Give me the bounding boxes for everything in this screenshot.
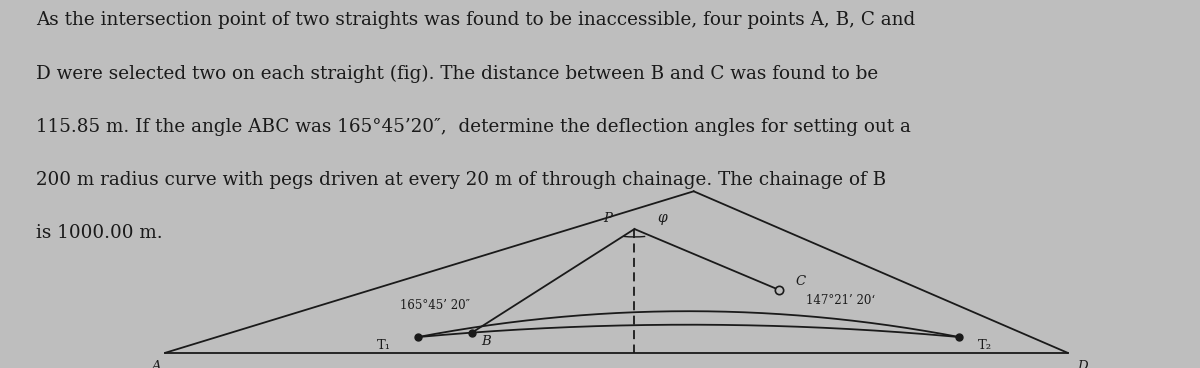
Text: φ: φ xyxy=(658,210,667,224)
Text: 147°21’ 20‘: 147°21’ 20‘ xyxy=(806,294,875,307)
Text: D: D xyxy=(1076,360,1087,368)
Text: C: C xyxy=(796,275,805,287)
Text: T₂: T₂ xyxy=(978,339,991,352)
Text: 165°45’ 20″: 165°45’ 20″ xyxy=(400,299,469,312)
Text: A: A xyxy=(151,360,161,368)
Text: is 1000.00 m.: is 1000.00 m. xyxy=(36,224,163,243)
Text: T₁: T₁ xyxy=(377,339,391,352)
Text: D were selected two on each straight (fig). The distance between B and C was fou: D were selected two on each straight (fi… xyxy=(36,64,878,83)
Text: 115.85 m. If the angle ABC was 165°45’20″,  determine the deflection angles for : 115.85 m. If the angle ABC was 165°45’20… xyxy=(36,118,911,136)
Text: As the intersection point of two straights was found to be inaccessible, four po: As the intersection point of two straigh… xyxy=(36,11,916,29)
Text: 200 m radius curve with pegs driven at every 20 m of through chainage. The chain: 200 m radius curve with pegs driven at e… xyxy=(36,171,886,189)
Text: P: P xyxy=(604,212,612,224)
Text: B: B xyxy=(481,335,491,348)
